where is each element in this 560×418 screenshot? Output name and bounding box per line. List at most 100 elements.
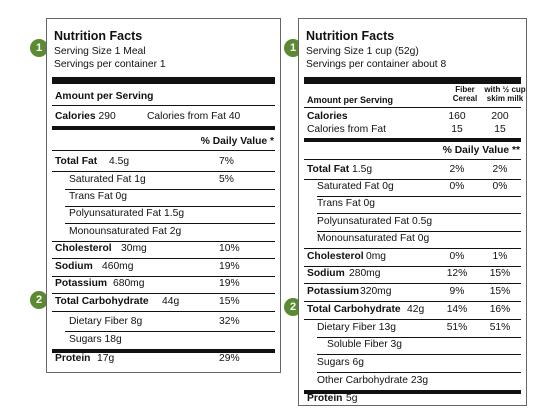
daily-value-col2: 15% <box>489 286 511 297</box>
serving-size: Serving Size 1 Meal <box>54 46 146 57</box>
nutrient-label: Saturated Fat 1g <box>69 174 146 185</box>
divider <box>317 196 521 197</box>
divider <box>52 349 275 353</box>
nutrient-amount: 0mg <box>366 251 387 262</box>
divider <box>52 258 275 259</box>
divider <box>65 331 275 332</box>
servings-per-container: Servings per container about 8 <box>306 59 447 70</box>
divider <box>65 223 275 224</box>
divider <box>317 213 521 214</box>
divider <box>317 372 521 373</box>
nutrition-label-meal: Nutrition Facts Serving Size 1 Meal Serv… <box>46 18 281 373</box>
calories-col2: 200 <box>491 111 509 122</box>
calories-label: Calories <box>307 111 348 122</box>
nutrient-amount: 460mg <box>102 261 134 272</box>
col-header-line: with ½ cup <box>484 85 526 94</box>
daily-value-col1: 14% <box>446 304 468 315</box>
amount-per-serving: Amount per Serving <box>307 95 394 105</box>
nutrient-label: Trans Fat 0g <box>69 191 127 202</box>
daily-value-header: % Daily Value * <box>200 136 274 147</box>
daily-value-col2: 1% <box>492 251 508 262</box>
daily-value-col1: 12% <box>446 268 468 279</box>
nutrient-label: Polyunsaturated Fat 0.5g <box>317 216 433 227</box>
nutrient-label: Dietary Fiber 8g <box>69 316 143 327</box>
daily-value-col2: 0% <box>492 181 508 192</box>
step-2-marker-left: 2 <box>30 291 48 309</box>
divider <box>317 354 521 355</box>
nutrient-label: Sodium <box>307 268 345 279</box>
divider <box>317 337 521 338</box>
divider <box>52 276 275 277</box>
nutrient-label: Cholesterol <box>55 243 112 254</box>
nutrient-label: Total Carbohydrate <box>307 304 401 315</box>
nutrient-label: Monounsaturated Fat 2g <box>69 226 182 237</box>
nutrient-label: Soluble Fiber 3g <box>327 339 402 350</box>
step-1-marker-left: 1 <box>30 39 48 57</box>
nutrient-amount: 5g <box>346 393 358 404</box>
daily-value: 19% <box>219 261 240 272</box>
thick-rule <box>52 77 275 84</box>
divider <box>317 231 521 232</box>
daily-value: 19% <box>219 278 240 289</box>
col-header-line: Fiber <box>455 85 475 94</box>
divider <box>304 283 521 284</box>
nutrient-amount: 42g <box>407 304 425 315</box>
divider <box>52 293 275 294</box>
divider <box>304 266 521 267</box>
daily-value-col2: 15% <box>489 268 511 279</box>
divider <box>304 301 521 302</box>
divider <box>304 107 521 108</box>
nutrient-amount: 44g <box>162 296 180 307</box>
daily-value: 5% <box>219 174 234 185</box>
nutrient-label: Dietary Fiber 13g <box>317 322 396 333</box>
calories-from-fat-col1: 15 <box>451 124 463 135</box>
label-title: Nutrition Facts <box>54 29 143 43</box>
nutrient-amount: 1.5g <box>352 164 373 175</box>
daily-value-header: % Daily Value ** <box>442 145 520 156</box>
nutrient-label: Other Carbohydrate 23g <box>317 375 429 386</box>
calories-col1: 160 <box>448 111 466 122</box>
nutrient-label: Sodium <box>55 261 93 272</box>
divider <box>304 319 521 320</box>
divider <box>304 159 521 160</box>
divider <box>304 390 521 394</box>
nutrient-label: Total Fat <box>307 164 350 175</box>
nutrient-amount: 320mg <box>360 286 392 297</box>
daily-value-col2: 51% <box>489 322 511 333</box>
calories-value: 290 <box>98 111 116 122</box>
col-header-with-milk: with ½ cup skim milk <box>483 85 527 103</box>
nutrient-amount: 280mg <box>349 268 381 279</box>
nutrient-label: Potassium <box>307 286 360 297</box>
daily-value-col1: 9% <box>449 286 465 297</box>
label-title: Nutrition Facts <box>306 29 395 43</box>
divider <box>52 241 275 242</box>
calories-from-fat-label: Calories from Fat <box>307 124 386 135</box>
divider <box>304 179 521 180</box>
servings-per-container: Servings per container 1 <box>54 59 166 70</box>
daily-value-col2: 2% <box>492 164 508 175</box>
calories-row: Calories 290 <box>55 110 116 123</box>
divider <box>52 150 275 151</box>
divider <box>52 105 275 106</box>
nutrient-amount: 680mg <box>113 278 145 289</box>
calories-from-fat: Calories from Fat 40 <box>147 111 241 122</box>
daily-value: 29% <box>219 353 240 364</box>
calories-from-fat-col2: 15 <box>494 124 506 135</box>
daily-value-col2: 16% <box>489 304 511 315</box>
step-2-marker-right: 2 <box>284 298 302 316</box>
divider <box>65 206 275 207</box>
daily-value: 15% <box>219 296 240 307</box>
medium-rule <box>52 126 275 130</box>
step-1-marker-right: 1 <box>284 39 302 57</box>
thick-rule <box>304 77 521 84</box>
nutrient-label: Sugars 6g <box>317 357 364 368</box>
divider <box>52 311 275 312</box>
medium-rule <box>304 138 521 142</box>
serving-size: Serving Size 1 cup (52g) <box>306 46 419 57</box>
amount-per-serving: Amount per Serving <box>55 91 154 102</box>
nutrient-label: Total Carbohydrate <box>55 296 149 307</box>
daily-value-col1: 0% <box>449 251 465 262</box>
divider <box>52 171 275 172</box>
daily-value: 32% <box>219 316 240 327</box>
nutrient-label: Protein <box>55 353 91 364</box>
